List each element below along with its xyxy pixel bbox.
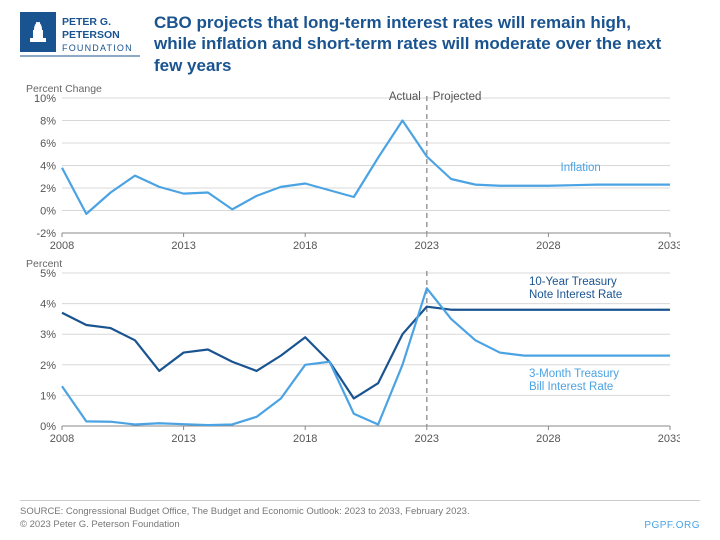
x-tick: 2023 bbox=[415, 433, 439, 445]
series-label: Note Interest Rate bbox=[529, 289, 622, 301]
footer-link[interactable]: PGPF.ORG bbox=[644, 519, 700, 533]
footer-copyright: © 2023 Peter G. Peterson Foundation bbox=[20, 519, 700, 532]
y-tick: 0% bbox=[40, 421, 56, 433]
logo-text-bot: FOUNDATION bbox=[62, 43, 133, 53]
actual-label: Actual bbox=[389, 91, 421, 103]
treasury-chart: Percent0%1%2%3%4%5%200820132018202320282… bbox=[20, 255, 680, 450]
x-tick: 2013 bbox=[171, 433, 195, 445]
top-chart-container: Percent Change-2%0%2%4%6%8%10%2008201320… bbox=[0, 80, 720, 255]
x-tick: 2008 bbox=[50, 433, 74, 445]
footer: SOURCE: Congressional Budget Office, The… bbox=[20, 500, 700, 532]
footer-source: SOURCE: Congressional Budget Office, The… bbox=[20, 506, 700, 519]
y-tick: 3% bbox=[40, 329, 56, 341]
x-tick: 2023 bbox=[415, 240, 439, 252]
series-label: Inflation bbox=[561, 162, 601, 174]
x-tick: 2028 bbox=[536, 240, 560, 252]
y-tick: 8% bbox=[40, 115, 56, 127]
y-tick: 1% bbox=[40, 390, 56, 402]
projected-label: Projected bbox=[433, 91, 482, 103]
logo: PETER G. PETERSON FOUNDATION bbox=[20, 12, 140, 60]
y-tick: 2% bbox=[40, 360, 56, 372]
x-tick: 2028 bbox=[536, 433, 560, 445]
x-tick: 2018 bbox=[293, 433, 317, 445]
x-tick: 2018 bbox=[293, 240, 317, 252]
header: PETER G. PETERSON FOUNDATION CBO project… bbox=[0, 0, 720, 80]
series-label: Bill Interest Rate bbox=[529, 381, 613, 393]
logo-text-mid: PETERSON bbox=[62, 29, 120, 41]
logo-text-top: PETER G. bbox=[62, 16, 111, 28]
y-tick: 4% bbox=[40, 298, 56, 310]
y-tick: 10% bbox=[34, 93, 56, 105]
series-label: 10-Year Treasury bbox=[529, 276, 617, 288]
y-tick: 0% bbox=[40, 205, 56, 217]
x-tick: 2033 bbox=[658, 240, 680, 252]
x-tick: 2013 bbox=[171, 240, 195, 252]
y-tick: 6% bbox=[40, 138, 56, 150]
bottom-chart-container: Percent0%1%2%3%4%5%200820132018202320282… bbox=[0, 255, 720, 450]
x-tick: 2008 bbox=[50, 240, 74, 252]
y-tick: -2% bbox=[36, 228, 56, 240]
y-tick: 5% bbox=[40, 268, 56, 280]
series-label: 3-Month Treasury bbox=[529, 368, 619, 380]
y-tick: 4% bbox=[40, 160, 56, 172]
logo-svg: PETER G. PETERSON FOUNDATION bbox=[20, 12, 140, 60]
y-tick: 2% bbox=[40, 183, 56, 195]
inflation-chart: Percent Change-2%0%2%4%6%8%10%2008201320… bbox=[20, 80, 680, 255]
x-tick: 2033 bbox=[658, 433, 680, 445]
page-title: CBO projects that long-term interest rat… bbox=[154, 12, 674, 76]
